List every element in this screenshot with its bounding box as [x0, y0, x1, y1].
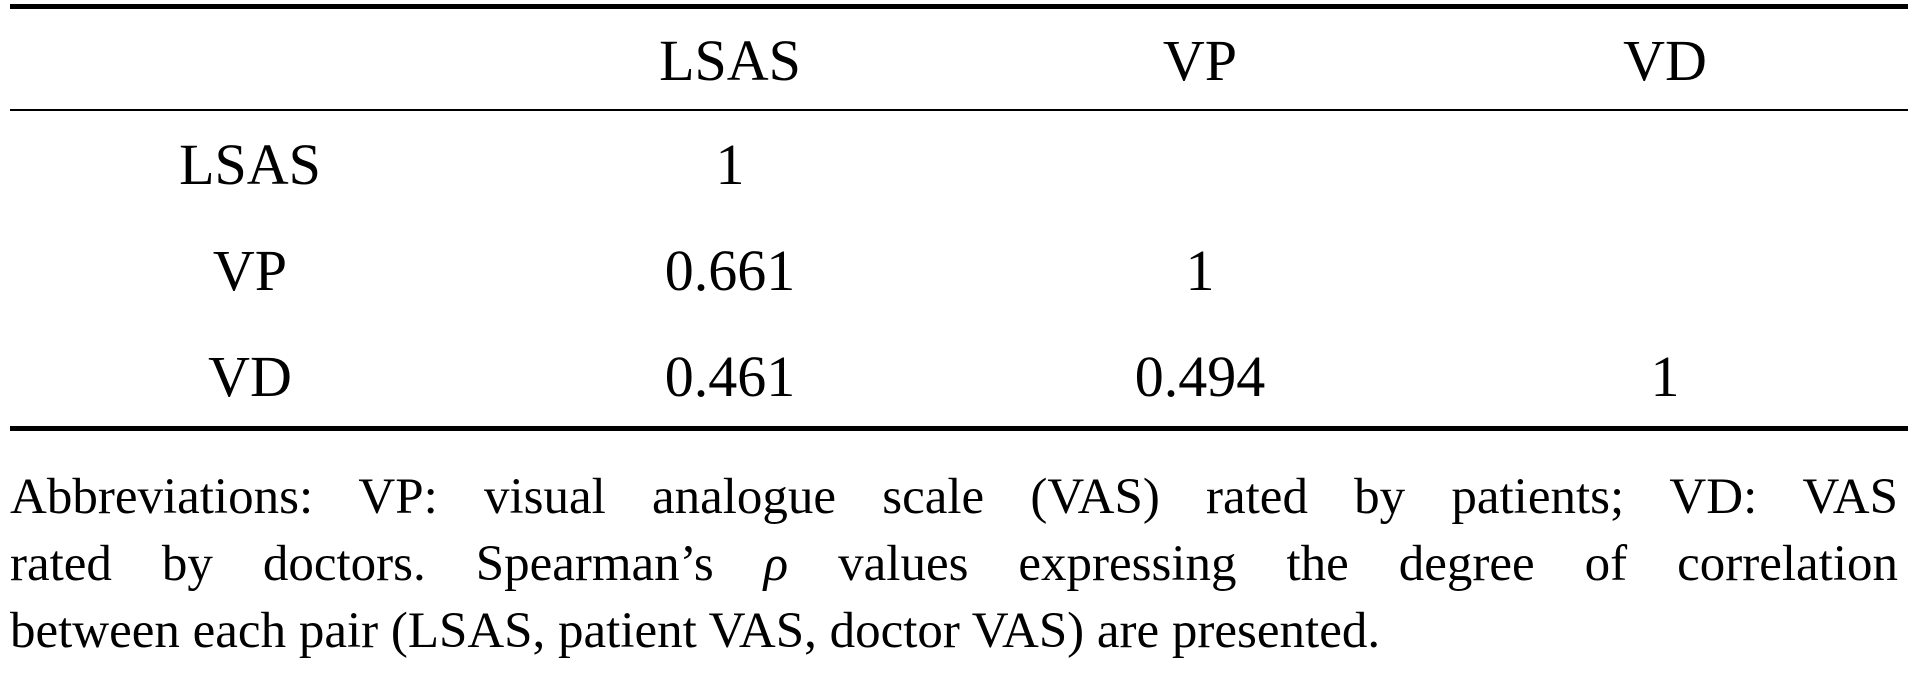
row-label-vd: VD — [208, 344, 292, 409]
table-cell: 0.494 — [1134, 344, 1266, 409]
header-cell-vd: VD — [1623, 28, 1707, 93]
table-cell: 1 — [1650, 344, 1680, 409]
table-header-rule — [10, 109, 1908, 111]
header-cell-vp: VP — [1162, 28, 1238, 93]
table-footnote: Abbreviations: VP: visual analogue scale… — [10, 464, 1898, 665]
table-top-rule — [10, 4, 1908, 9]
footnote-line-2: rated by doctors. Spearman’s ρ values ex… — [10, 531, 1898, 598]
table-bottom-rule — [10, 426, 1908, 431]
header-cell-lsas: LSAS — [659, 28, 801, 93]
rho-symbol: ρ — [763, 536, 789, 592]
row-label-vp: VP — [212, 238, 288, 303]
footnote-line-3: between each pair (LSAS, patient VAS, do… — [10, 603, 1381, 659]
footnote-line-1: Abbreviations: VP: visual analogue scale… — [10, 469, 1898, 525]
footnote-line-2-start: rated by doctors. Spearman’s — [10, 536, 764, 592]
table-cell: 0.661 — [664, 238, 796, 303]
footnote-line-2-end: values expressing the degree of correlat… — [788, 536, 1898, 592]
table-cell: 0.461 — [664, 344, 796, 409]
row-label-lsas: LSAS — [179, 132, 321, 197]
table-cell: 1 — [1185, 238, 1215, 303]
table-cell: 1 — [715, 132, 745, 197]
